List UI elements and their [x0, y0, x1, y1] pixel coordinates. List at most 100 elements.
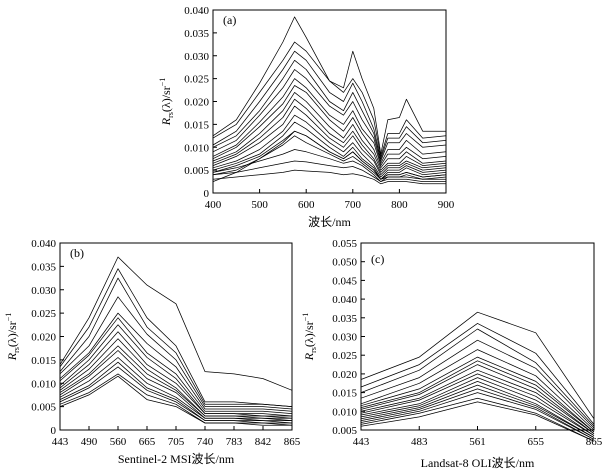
x-tick-label: 900	[438, 199, 455, 211]
y-tick-label: 0	[204, 188, 210, 200]
series-line	[59, 338, 293, 419]
series-line	[59, 366, 292, 424]
x-tick-label: 561	[469, 436, 486, 448]
y-tick-label: 0.015	[332, 388, 357, 400]
series-line	[212, 149, 446, 182]
series-line	[212, 105, 447, 176]
series-line	[59, 375, 292, 426]
series-line	[212, 78, 447, 166]
x-tick-label: 560	[110, 436, 127, 448]
series-line	[212, 130, 447, 182]
y-label-unit: (λ)/sr	[5, 321, 19, 347]
panel-label: (b)	[70, 246, 84, 260]
chart-panel-b: 0 0.005 0.010 0.015 0.020 0.025 0.030 0.035 0.04…	[4, 238, 301, 466]
y-axis-label: Rrs(λ)/sr−1	[4, 313, 21, 361]
series-group	[212, 16, 447, 185]
series-line	[59, 361, 293, 424]
y-tick-label: 0	[51, 425, 57, 437]
y-label-subscript: rs	[12, 347, 21, 353]
x-tick-label: 842	[255, 436, 272, 448]
series-line	[59, 357, 292, 421]
y-axis-label: Rrs(λ)/sr−1	[158, 78, 175, 126]
y-label-subscript: rs	[166, 112, 175, 118]
series-line	[360, 377, 595, 436]
series-line	[59, 256, 293, 391]
y-label-symbol: R	[159, 117, 173, 126]
y-tick-label: 0.005	[332, 425, 357, 437]
series-line	[360, 328, 595, 427]
y-label-unit: (λ)/sr	[302, 321, 316, 347]
x-tick-label: 705	[168, 436, 185, 448]
x-tick-label: 665	[139, 436, 156, 448]
series-line	[360, 401, 595, 442]
y-tick-label: 0.030	[184, 51, 209, 63]
y-tick-label: 0.020	[31, 332, 56, 344]
y-tick-label: 0.010	[332, 406, 357, 418]
series-line	[360, 339, 595, 429]
y-tick-label: 0.040	[184, 5, 209, 17]
series-line	[360, 311, 595, 420]
y-label-unit: (λ)/sr	[159, 86, 173, 112]
series-line	[59, 373, 293, 426]
series-line	[212, 114, 447, 178]
y-label-exponent: −1	[4, 313, 13, 322]
y-tick-label: 0.035	[184, 28, 209, 40]
series-line	[212, 135, 447, 180]
x-tick-label: 655	[528, 436, 545, 448]
series-line	[360, 381, 595, 438]
x-tick-label: 783	[226, 436, 243, 448]
series-line	[212, 50, 447, 160]
series-line	[59, 312, 293, 412]
y-tick-label: 0.025	[184, 74, 209, 86]
series-line	[212, 121, 447, 180]
y-axis-label: Rrs(λ)/sr−1	[301, 313, 318, 361]
x-tick-label: 500	[251, 199, 268, 211]
series-line	[212, 169, 446, 185]
y-tick-label: 0.015	[184, 119, 209, 131]
y-tick-label: 0.040	[332, 294, 357, 306]
series-line	[59, 345, 292, 419]
y-tick-label: 0.030	[332, 332, 357, 344]
series-line	[360, 388, 595, 440]
y-tick-label: 0.010	[184, 142, 209, 154]
x-tick-label: 865	[284, 436, 301, 448]
x-tick-label: 483	[411, 436, 428, 448]
y-tick-label: 0.020	[184, 97, 209, 109]
series-group	[59, 256, 293, 426]
y-tick-label: 0.025	[332, 350, 357, 362]
series-line	[59, 350, 293, 421]
x-tick-label: 400	[205, 199, 222, 211]
series-line	[360, 356, 595, 433]
series-line	[360, 349, 595, 431]
panel-label: (a)	[223, 13, 236, 27]
y-label-exponent: −1	[301, 313, 310, 322]
y-tick-label: 0.005	[31, 402, 56, 414]
y-tick-label: 0.015	[31, 355, 56, 367]
series-line	[212, 160, 446, 182]
y-tick-label: 0.010	[31, 378, 56, 390]
series-line	[360, 364, 595, 434]
series-line	[360, 397, 595, 442]
series-line	[212, 59, 447, 162]
series-line	[360, 323, 595, 425]
series-line	[360, 373, 595, 436]
x-tick-label: 443	[353, 436, 370, 448]
panel-label: (c)	[371, 252, 384, 266]
series-line	[360, 369, 595, 435]
x-tick-label: 740	[197, 436, 214, 448]
series-line	[212, 92, 447, 171]
y-tick-label: 0.035	[31, 261, 56, 273]
series-line	[59, 268, 293, 407]
series-line	[59, 317, 293, 414]
chart-panel-a: 0 0.005 0.010 0.015 0.020 0.025 0.030 0.035 0.04…	[158, 5, 455, 229]
x-axis-label: Landsat-8 OLI波长/nm	[421, 456, 535, 470]
y-tick-label: 0.005	[184, 165, 209, 177]
x-tick-label: 800	[391, 199, 408, 211]
y-tick-label: 0.040	[31, 238, 56, 250]
x-axis-label: Sentinel-2 MSI波长/nm	[118, 452, 235, 466]
y-label-subscript: rs	[309, 347, 318, 353]
y-label-symbol: R	[5, 352, 19, 361]
y-label-symbol: R	[302, 352, 316, 361]
series-line	[212, 98, 447, 173]
